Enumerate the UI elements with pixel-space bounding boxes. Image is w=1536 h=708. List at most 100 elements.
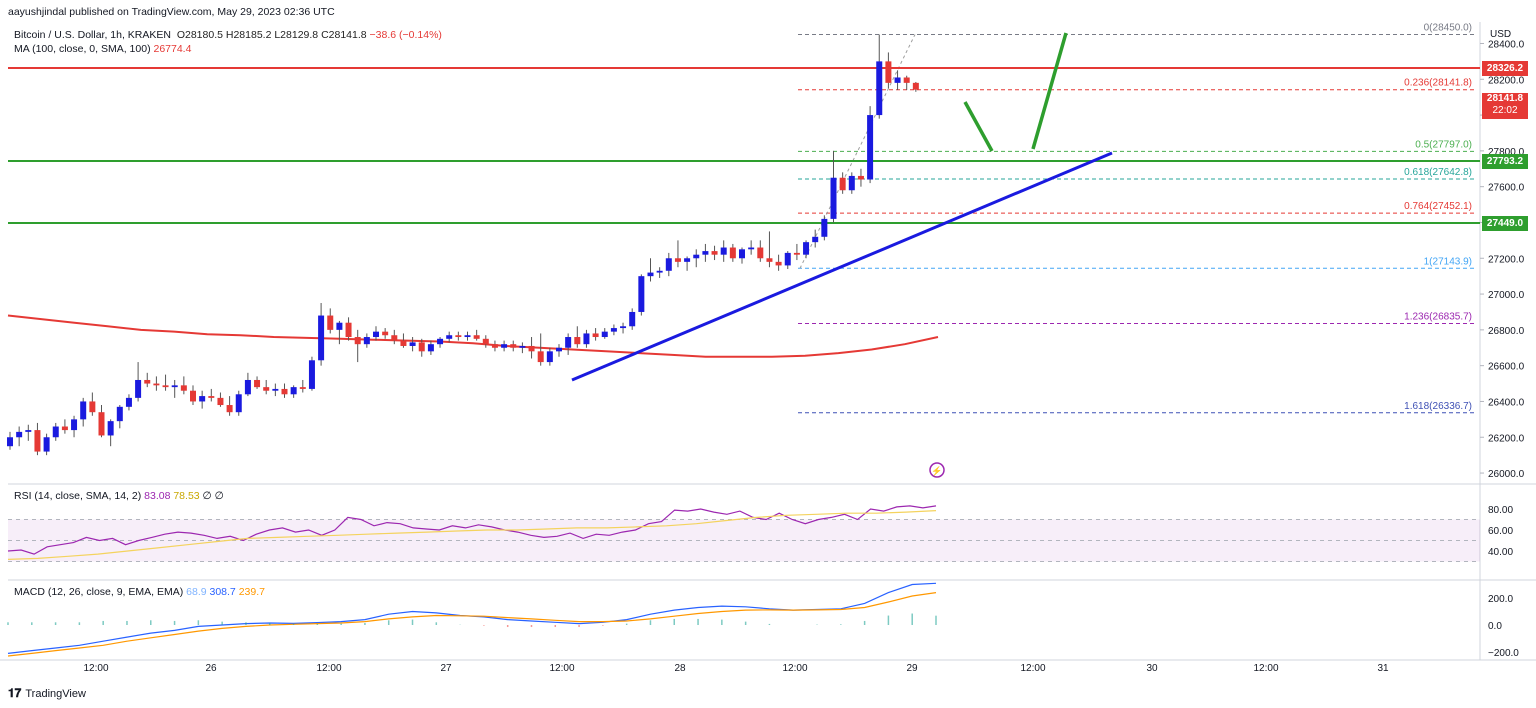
candle-body — [857, 175, 864, 180]
candle-body — [391, 335, 398, 341]
price-tick-label: 26600.0 — [1488, 362, 1525, 373]
ohlc-open: O28180.5 — [176, 29, 223, 41]
candle-body — [647, 272, 654, 277]
candle-body — [812, 236, 819, 243]
ohlc-close: C28141.8 — [321, 29, 367, 41]
candle-body — [43, 437, 50, 452]
candle-body — [437, 338, 444, 345]
candle-body — [263, 387, 270, 391]
candle-body — [592, 333, 599, 338]
candle-body — [446, 335, 453, 339]
candle-body — [254, 379, 261, 388]
candle-body — [217, 397, 224, 406]
candle-body — [821, 218, 828, 237]
rsi-extra-2: ∅ — [214, 490, 224, 502]
price-tick-label: 27600.0 — [1488, 183, 1525, 194]
symbol-ohlc-line: Bitcoin / U.S. Dollar, 1h, KRAKEN O28180… — [14, 29, 442, 41]
candle-body — [757, 247, 764, 259]
candle-body — [739, 249, 745, 259]
price-tick-label: 27800.0 — [1488, 147, 1525, 158]
candle-body — [839, 177, 846, 191]
candle-body — [720, 247, 727, 255]
ohlc-low: L28129.8 — [274, 29, 319, 41]
ma100-line — [7, 314, 939, 358]
candle-body — [684, 258, 691, 262]
candle-body — [281, 388, 288, 395]
tradingview-mark-icon: 𝟏𝟕 — [8, 686, 22, 700]
time-axis-label: 30 — [1146, 663, 1158, 674]
rsi-extra-1: ∅ — [202, 490, 212, 502]
candle-body — [510, 344, 517, 348]
candle-body — [162, 385, 169, 388]
candle-body — [629, 311, 636, 327]
price-tick-label: 27200.0 — [1488, 254, 1525, 265]
candle-body — [336, 322, 343, 330]
time-axis-label: 12:00 — [316, 663, 341, 674]
candle-body — [784, 252, 791, 266]
candle-body — [610, 328, 617, 332]
candle-body — [473, 335, 480, 339]
candle-body — [116, 406, 123, 422]
candle-body — [135, 379, 142, 398]
price-tick-label: 26200.0 — [1488, 433, 1525, 444]
projection-up-line — [1031, 32, 1068, 150]
support-lower-price-tag: 27449.0 — [1482, 216, 1528, 231]
time-axis-label: 12:00 — [83, 663, 108, 674]
macd-legend: MACD (12, 26, close, 9, EMA, EMA) 68.9 3… — [14, 586, 265, 598]
currency-label: USD — [1490, 29, 1512, 40]
rsi-legend-label: RSI (14, close, SMA, 14, 2) — [14, 490, 142, 502]
candle-body — [363, 337, 370, 345]
time-axis-label: 12:00 — [549, 663, 574, 674]
candle-body — [583, 333, 590, 345]
last-price-value: 28141.8 — [1486, 93, 1524, 104]
candle-body — [638, 276, 645, 312]
macd-tick-label: 200.0 — [1488, 594, 1513, 605]
candle-body — [418, 342, 425, 352]
candle-body — [729, 247, 736, 259]
projection-down-line — [963, 101, 994, 152]
candle-body — [318, 315, 325, 361]
candle-body — [693, 254, 700, 259]
candle-body — [491, 344, 498, 348]
candle-body — [656, 270, 663, 273]
candle-body — [290, 387, 297, 395]
candle-body — [711, 251, 718, 255]
candle-body — [537, 351, 544, 363]
candle-body — [52, 426, 59, 438]
fib-level-label: 0.618(27642.8) — [1404, 167, 1472, 178]
macd-tick-label: 0.0 — [1488, 621, 1502, 632]
ohlc-high: H28185.2 — [225, 29, 272, 41]
candle-body — [885, 61, 892, 83]
candle-body — [455, 335, 462, 338]
candle-body — [528, 345, 535, 352]
candle-body — [620, 326, 627, 329]
candle-body — [80, 401, 87, 420]
rsi-tick-label: 80.00 — [1488, 505, 1513, 516]
fib-level-label: 0.764(27452.1) — [1404, 201, 1472, 212]
candle-body — [199, 396, 206, 402]
candle-body — [25, 430, 32, 432]
fib-diagonal-line — [799, 34, 916, 269]
price-tick-label: 26400.0 — [1488, 397, 1525, 408]
candle-body — [180, 385, 187, 391]
rsi-value: 83.08 — [144, 490, 171, 502]
candle-body — [482, 338, 489, 345]
time-axis-label: 26 — [205, 663, 217, 674]
rsi-ma-value: 78.53 — [173, 490, 200, 502]
fib-level-label: 1(27143.9) — [1424, 256, 1472, 267]
candle-body — [125, 397, 132, 407]
ma-legend-label: MA (100, close, 0, SMA, 100) — [14, 43, 151, 55]
candle-body — [464, 335, 471, 338]
macd-signal-value: 239.7 — [238, 586, 265, 598]
candle-body — [107, 421, 114, 436]
candle-body — [867, 115, 874, 180]
tradingview-logo[interactable]: 𝟏𝟕 TradingView — [8, 686, 86, 701]
candle-body — [556, 347, 562, 352]
candle-body — [34, 430, 41, 452]
candle-body — [803, 242, 810, 255]
publisher-line: aayushjindal published on TradingView.co… — [8, 6, 335, 18]
tradingview-wordmark: TradingView — [25, 687, 86, 700]
candle-body — [71, 419, 78, 431]
candle-body — [89, 401, 96, 413]
